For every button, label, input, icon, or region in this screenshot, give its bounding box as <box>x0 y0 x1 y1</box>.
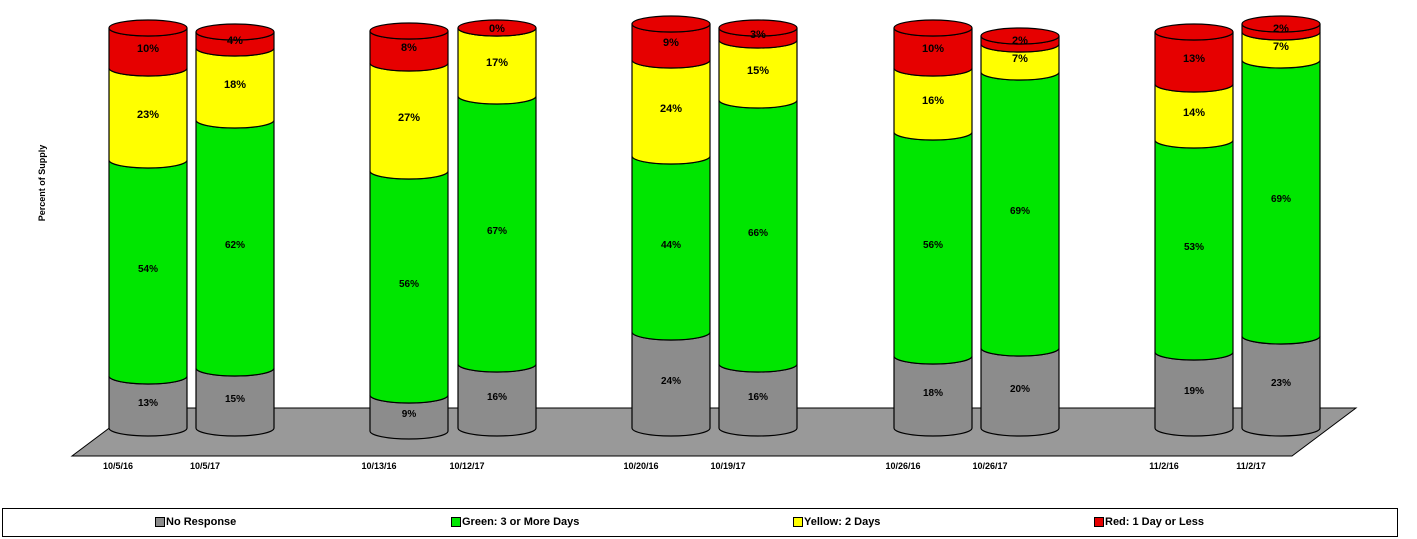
data-label: 15% <box>225 394 245 405</box>
legend-label: Green: 3 or More Days <box>462 516 580 528</box>
bar-column: 16% 66% 15% 3% <box>718 19 798 437</box>
x-tick-label: 11/2/16 <box>1149 461 1179 471</box>
data-label: 56% <box>923 240 943 251</box>
bar-column: 19% 53% 14% 13% <box>1154 23 1234 437</box>
bar-top-cap <box>1154 23 1234 41</box>
bar-top-cap <box>195 23 275 41</box>
y-axis-title: Percent of Supply <box>37 145 47 222</box>
data-label: 0% <box>489 23 505 35</box>
data-label: 9% <box>402 409 417 420</box>
x-tick-label: 10/5/16 <box>103 461 133 471</box>
legend-swatch-yellow <box>793 517 803 527</box>
data-label: 18% <box>224 79 246 91</box>
data-label: 54% <box>138 264 158 275</box>
legend-label: No Response <box>166 516 237 528</box>
data-label: 13% <box>1183 53 1205 65</box>
data-label: 18% <box>923 388 943 399</box>
legend-item-yellow: Yellow: 2 Days <box>793 516 880 528</box>
data-label: 69% <box>1010 206 1030 217</box>
x-tick-label: 10/26/17 <box>972 461 1007 471</box>
data-label: 24% <box>661 376 681 387</box>
data-label: 67% <box>487 226 507 237</box>
legend-item-no-response: No Response <box>155 516 236 528</box>
legend-item-red: Red: 1 Day or Less <box>1094 516 1204 528</box>
bar-column: 24% 44% 24% 9% <box>631 15 711 437</box>
data-label: 15% <box>747 65 769 77</box>
data-label: 62% <box>225 240 245 251</box>
data-label: 9% <box>663 37 679 49</box>
x-tick-label: 10/20/16 <box>623 461 658 471</box>
bar-top-cap <box>893 19 973 37</box>
x-tick-label: 10/26/16 <box>885 461 920 471</box>
data-label: 3% <box>750 29 766 41</box>
data-label: 16% <box>748 392 768 403</box>
data-label: 66% <box>748 228 768 239</box>
data-label: 19% <box>1184 386 1204 397</box>
data-label: 13% <box>138 398 158 409</box>
data-label: 69% <box>1271 194 1291 205</box>
bar-top-cap <box>631 15 711 33</box>
bar-top-cap <box>1241 15 1321 33</box>
data-label: 8% <box>401 42 417 54</box>
x-axis: 10/5/16 10/5/17 10/13/16 10/12/17 10/20/16 10… <box>72 455 1292 471</box>
data-label: 23% <box>137 109 159 121</box>
bar-column: 15% 62% 18% 4% <box>195 23 275 437</box>
legend-label: Yellow: 2 Days <box>804 516 881 528</box>
legend-swatch-red <box>1094 517 1104 527</box>
bar-column: 20% 69% 7% 2% <box>980 27 1060 437</box>
data-label: 27% <box>398 112 420 124</box>
x-tick-label: 11/2/17 <box>1236 461 1266 471</box>
data-label: 24% <box>660 103 682 115</box>
data-label: 7% <box>1012 53 1028 65</box>
data-label: 10% <box>137 43 159 55</box>
x-tick-label: 10/5/17 <box>190 461 220 471</box>
data-label: 23% <box>1271 378 1291 389</box>
x-tick-label: 10/13/16 <box>361 461 396 471</box>
bar-top-cap <box>369 22 449 40</box>
data-label: 10% <box>922 43 944 55</box>
legend-item-green: Green: 3 or More Days <box>451 516 579 528</box>
bar-top-cap <box>108 19 188 37</box>
data-label: 16% <box>922 95 944 107</box>
data-label: 16% <box>487 392 507 403</box>
bar-top-cap <box>718 19 798 37</box>
data-label: 53% <box>1184 242 1204 253</box>
bar-column: 16% 67% 17% 0% <box>457 19 537 437</box>
data-label: 4% <box>227 35 243 47</box>
x-tick-label: 10/19/17 <box>710 461 745 471</box>
bar-top-cap <box>457 19 537 37</box>
bar-columns: 13%54%23%10%15%62%18%4%9%56%27%8%16%67%1… <box>108 15 1321 440</box>
data-label: 2% <box>1273 23 1289 35</box>
data-label: 44% <box>661 240 681 251</box>
stacked-cylinder-chart: 10/5/16 10/5/17 10/13/16 10/12/17 10/20/16 10… <box>37 15 1358 471</box>
bar-column: 9% 56% 27% 8% <box>369 22 449 440</box>
legend-swatch-green <box>451 517 461 527</box>
data-label: 2% <box>1012 35 1028 47</box>
bar-column: 18% 56% 16% 10% <box>893 19 973 437</box>
data-label: 56% <box>399 279 419 290</box>
chart-legend: No Response Green: 3 or More Days Yellow… <box>2 508 1398 537</box>
legend-label: Red: 1 Day or Less <box>1105 516 1205 528</box>
bar-column: 13% 54% 23% 10% <box>108 19 188 437</box>
data-label: 7% <box>1273 41 1289 53</box>
x-tick-label: 10/12/17 <box>449 461 484 471</box>
data-label: 20% <box>1010 384 1030 395</box>
bar-top-cap <box>980 27 1060 45</box>
legend-swatch-gray <box>155 517 165 527</box>
bar-column: 23% 69% 7% 2% <box>1241 15 1321 437</box>
data-label: 17% <box>486 57 508 69</box>
data-label: 14% <box>1183 107 1205 119</box>
